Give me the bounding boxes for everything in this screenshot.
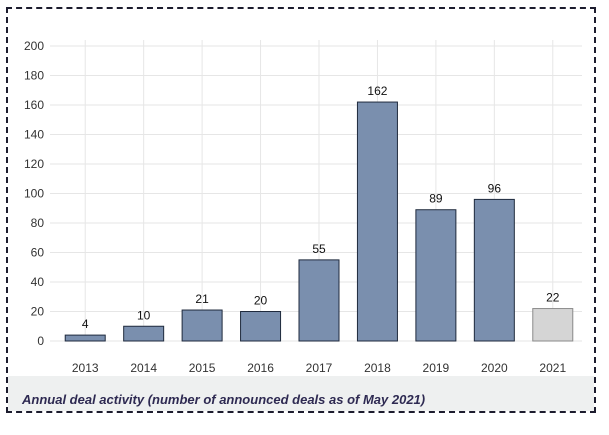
- bar-2014: [123, 325, 165, 342]
- data-label-2020: 96: [488, 181, 502, 195]
- data-label-2014: 10: [137, 308, 151, 322]
- chart-frame: [6, 7, 596, 413]
- bar-2015: [181, 309, 223, 342]
- bar-2017: [298, 259, 340, 342]
- y-tick-label-80: 80: [31, 216, 45, 230]
- y-tick-label-120: 120: [24, 157, 44, 171]
- x-tick-label-2020: 2020: [481, 361, 508, 375]
- bar-2013: [64, 334, 106, 342]
- y-tick-label-200: 200: [24, 39, 44, 53]
- data-label-2017: 55: [312, 242, 326, 256]
- y-tick-label-20: 20: [31, 305, 45, 319]
- x-tick-label-2016: 2016: [247, 361, 274, 375]
- y-tick-label-40: 40: [31, 275, 45, 289]
- data-label-2013: 4: [82, 317, 89, 331]
- bar-2019: [415, 209, 457, 342]
- x-tick-label-2014: 2014: [130, 361, 157, 375]
- x-tick-label-2021: 2021: [539, 361, 566, 375]
- y-tick-label-160: 160: [24, 98, 44, 112]
- x-tick-label-2019: 2019: [423, 361, 450, 375]
- caption-band: [8, 376, 594, 411]
- x-tick-label-2013: 2013: [72, 361, 99, 375]
- data-label-2016: 20: [254, 294, 268, 308]
- bar-2016: [240, 311, 282, 342]
- y-tick-label-60: 60: [31, 246, 45, 260]
- y-tick-label-0: 0: [37, 334, 44, 348]
- data-label-2018: 162: [367, 84, 387, 98]
- y-tick-label-180: 180: [24, 69, 44, 83]
- data-label-2021: 22: [546, 291, 560, 305]
- y-tick-label-100: 100: [24, 187, 44, 201]
- bar-2018: [356, 101, 398, 342]
- bar-2021: [532, 308, 574, 342]
- chart-caption: Annual deal activity (number of announce…: [22, 392, 426, 407]
- x-tick-label-2017: 2017: [306, 361, 333, 375]
- x-tick-label-2018: 2018: [364, 361, 391, 375]
- x-tick-label-2015: 2015: [189, 361, 216, 375]
- bar-2020: [473, 198, 515, 342]
- data-label-2015: 21: [195, 292, 209, 306]
- data-label-2019: 89: [429, 192, 443, 206]
- y-tick-label-140: 140: [24, 128, 44, 142]
